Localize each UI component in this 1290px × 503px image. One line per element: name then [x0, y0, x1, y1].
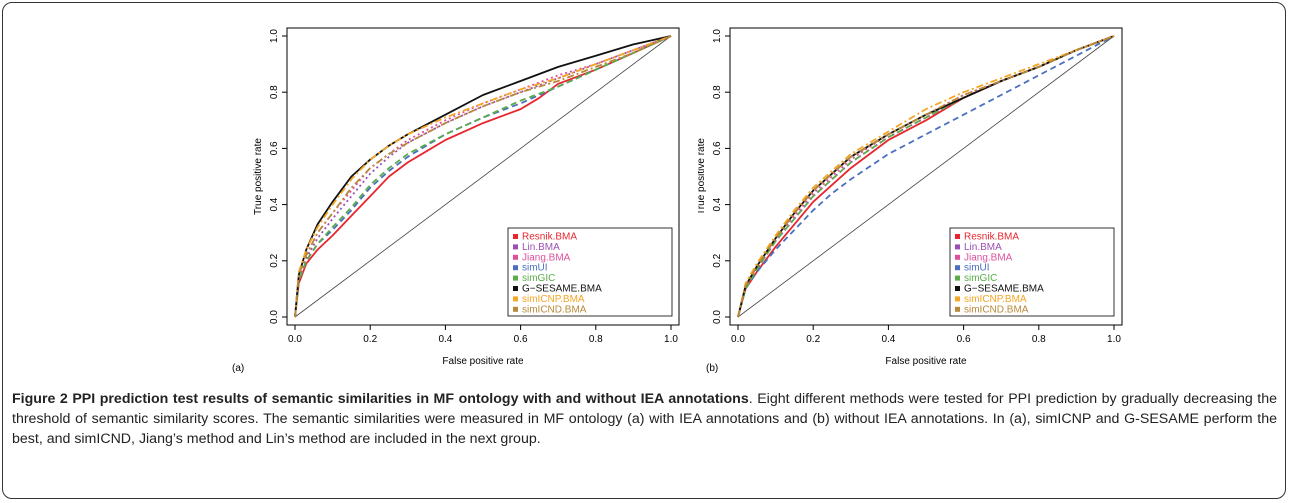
legend-swatch — [513, 296, 518, 302]
legend-swatch — [955, 234, 960, 239]
caption-title: Figure 2 PPI prediction test results of … — [12, 391, 749, 407]
legend-swatch — [955, 254, 960, 260]
legend-entry: simICND.BMA — [522, 304, 587, 315]
legend-swatch — [955, 244, 960, 250]
y-axis-label: True positive rate — [698, 138, 707, 215]
y-tick-label: 0.4 — [712, 197, 723, 211]
plot-box — [286, 27, 680, 326]
caption-body: . Eight different methods were tested fo… — [12, 391, 1277, 447]
legend-entry: simGIC — [964, 273, 997, 284]
legend-swatch — [955, 265, 960, 271]
legend-swatch — [955, 286, 960, 291]
chart-panel-b: 0.0 0.0 0.2 0.2 0.4 0.4 0.6 0.6 0.8 0.8 1.0 1.0 Fals… — [698, 27, 1123, 374]
series-line-1 — [294, 35, 672, 318]
legend-entry: Resnik.BMA — [522, 232, 577, 243]
x-tick-label: 1.0 — [664, 334, 678, 345]
legend-entry: simUI — [522, 263, 548, 274]
legend-entry: simICNP.BMA — [522, 294, 585, 305]
y-tick-label: 1.0 — [269, 29, 280, 43]
y-tick-label: 0.2 — [712, 253, 723, 267]
legend-entry: G−SESAME.BMA — [522, 284, 602, 295]
series-line-4 — [737, 35, 1115, 318]
y-tick-label: 0.6 — [269, 141, 280, 155]
series-line-7 — [294, 35, 672, 318]
y-tick-label: 0.8 — [712, 85, 723, 99]
figure-caption: Figure 2 PPI prediction test results of … — [12, 389, 1277, 449]
panel-label: (a) — [232, 363, 244, 374]
legend-swatch — [955, 296, 960, 302]
x-tick-label: 0.0 — [288, 334, 302, 345]
legend-entry: Jiang.BMA — [964, 252, 1013, 263]
legend-entry: simICNP.BMA — [964, 294, 1027, 305]
x-axis-label: False positive rate — [885, 356, 967, 367]
legend-entry: Resnik.BMA — [964, 232, 1019, 243]
legend-swatch — [513, 265, 518, 271]
x-tick-label: 0.8 — [1032, 334, 1046, 345]
legend-entry: Lin.BMA — [964, 242, 1002, 253]
x-tick-label: 0.4 — [881, 334, 895, 345]
series-line-8 — [737, 35, 1115, 318]
series-line-5 — [294, 35, 672, 318]
legend-entry: Jiang.BMA — [522, 252, 571, 263]
legend-box — [949, 227, 1115, 317]
legend-swatch — [513, 306, 518, 312]
x-tick-label: 1.0 — [1107, 334, 1121, 345]
series-line-8 — [294, 35, 672, 318]
plot-box — [729, 27, 1123, 326]
legend-entry: simUI — [964, 263, 990, 274]
legend-swatch — [955, 275, 960, 281]
y-tick-label: 0.0 — [269, 310, 280, 324]
legend-swatch — [513, 244, 518, 250]
legend-entry: simICND.BMA — [964, 304, 1029, 315]
panel-label: (b) — [706, 363, 718, 374]
y-tick-label: 0.2 — [269, 253, 280, 267]
x-tick-label: 0.4 — [438, 334, 452, 345]
y-axis-label: True positive rate — [253, 138, 264, 215]
legend-swatch — [955, 306, 960, 312]
x-tick-label: 0.2 — [806, 334, 820, 345]
chart-panel-a: 0.0 0.0 0.2 0.2 0.4 0.4 0.6 0.6 0.8 0.8 1.0 1.0 Fals… — [232, 27, 680, 374]
x-tick-label: 0.0 — [731, 334, 745, 345]
x-tick-label: 0.2 — [363, 334, 377, 345]
x-tick-label: 0.6 — [514, 334, 528, 345]
legend-entry: simGIC — [522, 273, 555, 284]
legend-swatch — [513, 275, 518, 281]
legend-swatch — [513, 234, 518, 239]
x-tick-label: 0.8 — [589, 334, 603, 345]
y-tick-label: 0.8 — [269, 85, 280, 99]
y-tick-label: 0.4 — [269, 197, 280, 211]
x-tick-label: 0.6 — [957, 334, 971, 345]
diagonal-reference-line — [294, 35, 672, 318]
legend-swatch — [513, 286, 518, 291]
series-line-2 — [294, 35, 672, 318]
legend-entry: Lin.BMA — [522, 242, 560, 253]
y-tick-label: 1.0 — [712, 29, 723, 43]
legend-box — [507, 227, 673, 317]
y-tick-label: 0.0 — [712, 310, 723, 324]
x-axis-label: False positive rate — [442, 356, 524, 367]
legend-swatch — [513, 254, 518, 260]
legend-entry: G−SESAME.BMA — [964, 284, 1044, 295]
diagonal-reference-line — [737, 35, 1115, 318]
y-tick-label: 0.6 — [712, 141, 723, 155]
